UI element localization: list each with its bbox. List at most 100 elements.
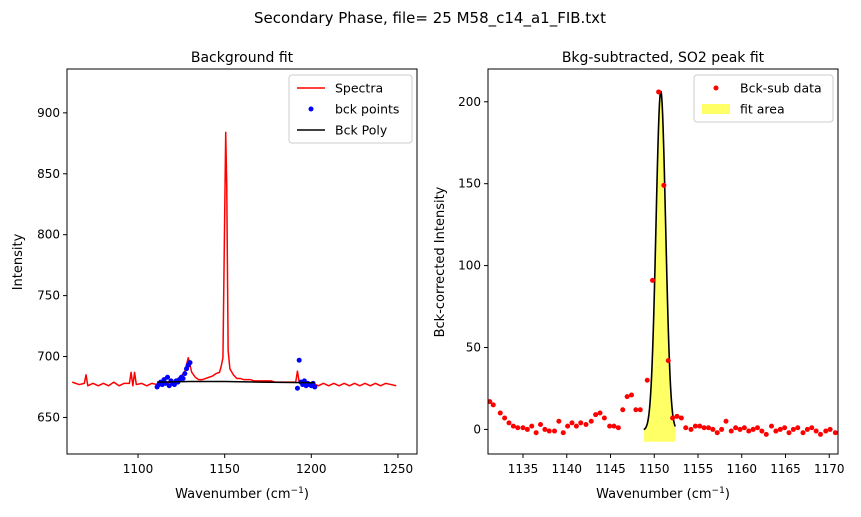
data-point-bck-sub-data [611, 423, 617, 429]
y-tick-label: 850 [37, 167, 60, 181]
data-point-bck-sub-data [601, 415, 607, 421]
legend-handle [702, 104, 730, 114]
plot-content [488, 89, 838, 442]
data-point-bck-sub-data [728, 428, 734, 434]
y-axis-label: Bck-corrected Intensity [433, 186, 448, 337]
data-point-bck-points [294, 385, 300, 391]
data-point-bck-sub-data [737, 426, 743, 432]
data-point-bck-sub-data [620, 407, 626, 413]
data-point-bck-sub-data [786, 430, 792, 436]
x-tick-label: 1165 [770, 462, 801, 476]
data-point-bck-sub-data [588, 418, 594, 424]
data-point-bck-sub-data [741, 425, 747, 431]
y-tick-label: 800 [37, 228, 60, 242]
legend-label: fit area [740, 102, 785, 117]
y-tick-label: 700 [37, 350, 60, 364]
data-point-bck-sub-data [538, 422, 543, 428]
data-point-bck-sub-data [573, 423, 579, 429]
data-point-bck-points [165, 374, 170, 380]
data-point-bck-sub-data [542, 426, 548, 432]
x-axis-label-exponent: −1 [712, 486, 725, 496]
chart-title: Background fit [191, 50, 294, 66]
y-axis-label: Intensity [11, 233, 26, 290]
data-point-bck-sub-data [723, 418, 729, 424]
data-point-bck-points [187, 360, 193, 366]
x-tick-label: 1200 [296, 462, 327, 476]
legend-box [288, 74, 413, 144]
axis-ticks: 1100 1150 1200 1250 650 700 750 800 850 900 [37, 106, 413, 476]
data-point-bck-sub-data [665, 358, 671, 364]
x-tick-label: 1160 [726, 462, 757, 476]
legend-label: bck points [335, 102, 399, 117]
data-point-bck-sub-data [515, 425, 521, 431]
plot-frame [487, 68, 839, 455]
data-point-bck-points [296, 357, 302, 363]
data-point-bck-sub-data [533, 430, 539, 436]
data-point-bck-sub-data [714, 430, 720, 436]
data-point-bck-sub-data [670, 415, 676, 421]
data-point-bck-sub-data [701, 425, 707, 431]
data-point-bck-sub-data [560, 430, 566, 436]
series-line-spectra [71, 131, 397, 387]
data-point-bck-sub-data [790, 426, 796, 432]
data-point-bck-sub-data [777, 426, 783, 432]
data-point-bck-sub-data [490, 402, 496, 408]
data-point-bck-sub-data [650, 277, 655, 283]
data-point-bck-sub-data [615, 425, 621, 431]
data-point-bck-points [312, 384, 318, 390]
x-tick-label: 1135 [508, 462, 539, 476]
legend-handle [713, 85, 719, 91]
data-point-bck-sub-data [593, 412, 599, 418]
x-axis-label: Wavenumber (cm−1) [596, 486, 730, 502]
data-point-bck-points [180, 375, 186, 381]
y-tick-label: 900 [37, 106, 60, 120]
x-tick-label: 1100 [123, 462, 154, 476]
data-point-bck-sub-data [818, 431, 823, 437]
data-point-bck-sub-data [546, 428, 552, 434]
data-point-bck-sub-data [710, 426, 716, 432]
y-tick-label: 0 [473, 422, 481, 436]
data-point-bck-sub-data [497, 410, 503, 416]
data-point-bck-sub-data [578, 420, 584, 426]
data-point-bck-sub-data [552, 428, 557, 434]
data-point-bck-sub-data [769, 423, 774, 429]
y-tick-label: 150 [458, 177, 481, 191]
fit-area [643, 91, 676, 442]
legend-handle [308, 106, 314, 112]
data-point-bck-sub-data [763, 431, 769, 437]
data-point-bck-sub-data [520, 425, 526, 431]
data-point-bck-sub-data [529, 423, 535, 429]
data-point-bck-sub-data [607, 423, 613, 429]
data-point-bck-sub-data [719, 426, 725, 432]
data-point-bck-sub-data [488, 399, 493, 405]
x-tick-label: 1150 [209, 462, 240, 476]
data-point-bck-sub-data [510, 423, 516, 429]
data-point-bck-sub-data [755, 425, 760, 431]
data-point-bck-sub-data [746, 428, 752, 434]
x-tick-label: 1250 [383, 462, 414, 476]
x-axis-label-exponent: −1 [291, 486, 304, 496]
y-tick-label: 100 [458, 259, 481, 273]
x-tick-label: 1150 [639, 462, 670, 476]
x-axis-label: Wavenumber (cm−1) [175, 486, 309, 502]
data-point-bck-sub-data [733, 425, 739, 431]
data-point-bck-sub-data [637, 407, 643, 413]
data-point-bck-sub-data [656, 89, 662, 95]
data-point-bck-sub-data [706, 425, 711, 431]
data-point-bck-sub-data [782, 425, 788, 431]
figure-title: Secondary Phase, file= 25 M58_c14_a1_FIB… [254, 9, 606, 28]
y-tick-label: 650 [37, 410, 60, 424]
data-point-bck-sub-data [678, 415, 684, 421]
data-point-bck-sub-data [823, 428, 829, 434]
x-tick-label: 1170 [814, 462, 845, 476]
legend-label: Bck Poly [335, 123, 388, 138]
data-point-bck-sub-data [565, 423, 571, 429]
data-point-bck-points [166, 383, 172, 389]
series-line-bck-poly [157, 380, 315, 384]
data-point-bck-sub-data [583, 422, 589, 428]
y-tick-label: 750 [37, 289, 60, 303]
data-point-bck-sub-data [683, 425, 689, 431]
data-point-bck-sub-data [661, 182, 667, 188]
x-tick-label: 1145 [595, 462, 626, 476]
data-point-bck-sub-data [524, 426, 530, 432]
